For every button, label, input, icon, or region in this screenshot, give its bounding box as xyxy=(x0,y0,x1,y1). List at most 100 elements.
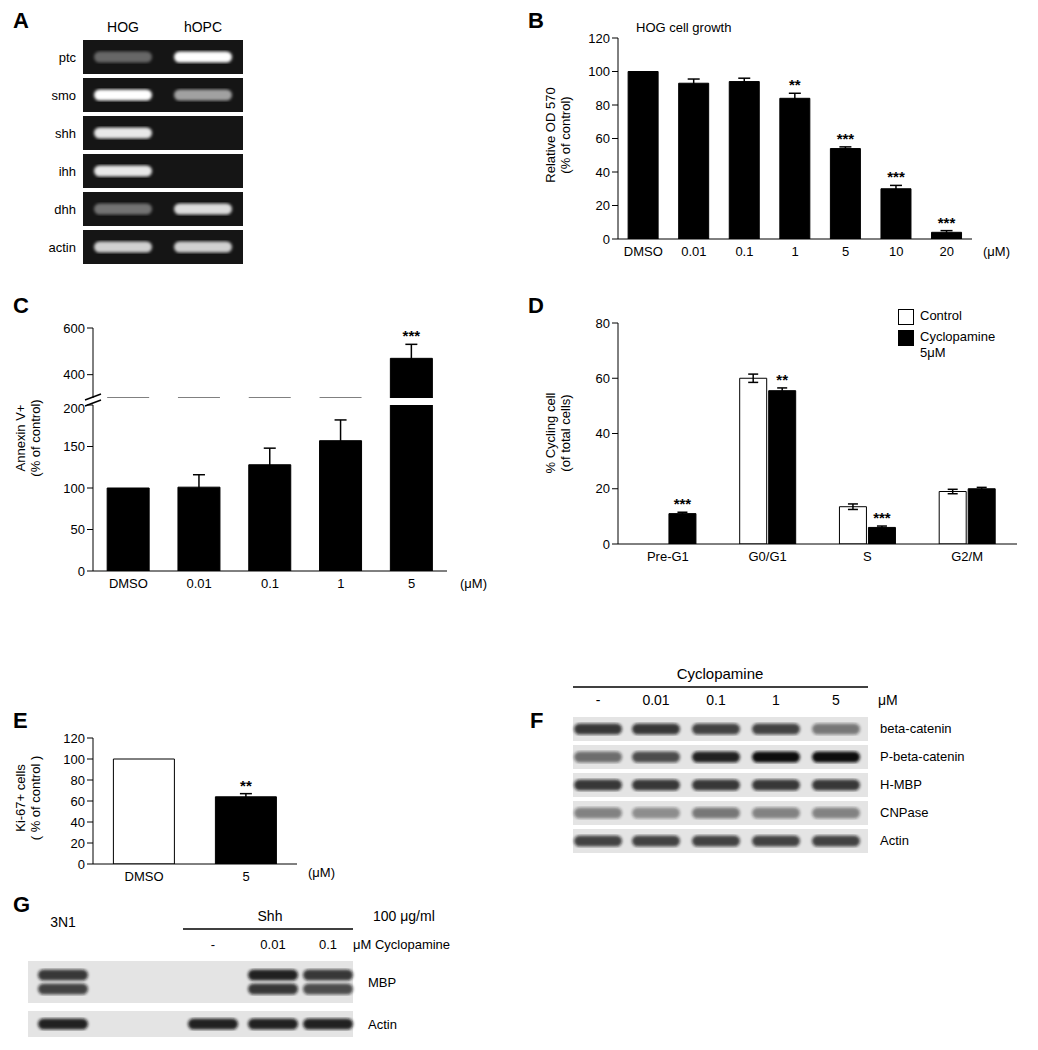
svg-text:10: 10 xyxy=(889,244,903,259)
svg-text:20: 20 xyxy=(596,481,610,496)
svg-text:100: 100 xyxy=(63,481,85,496)
html-text:Relative OD 570: Relative OD 570 xyxy=(543,87,558,183)
html-text:Annexin V+: Annexin V+ xyxy=(13,404,28,472)
svg-text:μM: μM xyxy=(878,692,898,708)
html-text:Control: Control xyxy=(920,308,962,323)
svg-text:20: 20 xyxy=(71,836,85,851)
svg-text:5: 5 xyxy=(408,576,415,591)
html-text:Cyclopamine 5μM: Cyclopamine 5μM xyxy=(920,329,996,360)
svg-text:1: 1 xyxy=(791,244,798,259)
svg-text:smo: smo xyxy=(51,88,76,103)
svg-text:**: ** xyxy=(789,76,801,93)
svg-text:P-beta-catenin: P-beta-catenin xyxy=(880,749,965,764)
svg-text:60: 60 xyxy=(596,131,610,146)
svg-text:0.01: 0.01 xyxy=(642,692,669,708)
svg-text:0: 0 xyxy=(78,857,85,872)
svg-text:3N1: 3N1 xyxy=(50,914,76,930)
svg-text:**: ** xyxy=(776,371,788,388)
svg-text:***: *** xyxy=(887,168,905,185)
svg-text:0: 0 xyxy=(78,564,85,579)
html-text:B: B xyxy=(528,8,544,33)
svg-text:50: 50 xyxy=(71,522,85,537)
svg-text:20: 20 xyxy=(596,198,610,213)
svg-text:5: 5 xyxy=(242,869,249,884)
svg-text:120: 120 xyxy=(588,31,610,46)
html-text:Ki-67+ cells: Ki-67+ cells xyxy=(13,764,28,832)
svg-text:0: 0 xyxy=(603,537,610,552)
svg-text:80: 80 xyxy=(596,98,610,113)
svg-text:0.1: 0.1 xyxy=(319,937,337,952)
svg-text:CNPase: CNPase xyxy=(880,805,928,820)
svg-text:actin: actin xyxy=(49,240,76,255)
svg-text:0: 0 xyxy=(603,232,610,247)
svg-text:40: 40 xyxy=(596,165,610,180)
svg-text:DMSO: DMSO xyxy=(125,869,164,884)
svg-text:80: 80 xyxy=(596,316,610,331)
svg-text:1: 1 xyxy=(337,576,344,591)
html-text:% Cycling cell: % Cycling cell xyxy=(543,392,558,474)
svg-text:**: ** xyxy=(240,777,252,794)
svg-text:-: - xyxy=(596,692,601,708)
html-text:A: A xyxy=(13,8,29,33)
svg-text:shh: shh xyxy=(55,126,76,141)
svg-text:0.1: 0.1 xyxy=(261,576,279,591)
svg-text:0.1: 0.1 xyxy=(706,692,726,708)
html-text:D: D xyxy=(528,293,544,318)
svg-text:Actin: Actin xyxy=(368,1017,397,1032)
svg-text:400: 400 xyxy=(63,367,85,382)
svg-text:dhh: dhh xyxy=(54,202,76,217)
html-text:E: E xyxy=(13,708,28,733)
html-text:(of total cells): (of total cells) xyxy=(558,394,573,472)
html-text:(% of control): (% of control) xyxy=(28,399,43,477)
svg-text:1: 1 xyxy=(772,692,780,708)
svg-text:Actin: Actin xyxy=(880,833,909,848)
svg-text:20: 20 xyxy=(939,244,953,259)
svg-text:120: 120 xyxy=(63,731,85,746)
svg-text:***: *** xyxy=(403,327,421,344)
html-text:(μM): (μM) xyxy=(983,244,1010,259)
svg-text:100: 100 xyxy=(63,752,85,767)
svg-text:H-MBP: H-MBP xyxy=(880,777,922,792)
svg-text:100 μg/ml: 100 μg/ml xyxy=(373,908,435,924)
html-text:HOG cell growth: HOG cell growth xyxy=(636,20,732,35)
svg-text:G0/G1: G0/G1 xyxy=(748,549,786,564)
svg-text:40: 40 xyxy=(596,426,610,441)
svg-text:G2/M: G2/M xyxy=(951,549,983,564)
svg-text:60: 60 xyxy=(596,371,610,386)
svg-text:Pre-G1: Pre-G1 xyxy=(647,549,689,564)
svg-text:150: 150 xyxy=(63,439,85,454)
svg-text:DMSO: DMSO xyxy=(624,244,663,259)
svg-text:***: *** xyxy=(873,509,891,526)
html-text:(μM): (μM) xyxy=(460,576,487,591)
svg-text:beta-catenin: beta-catenin xyxy=(880,721,952,736)
svg-text:200: 200 xyxy=(63,401,85,416)
svg-text:S: S xyxy=(863,549,872,564)
svg-text:MBP: MBP xyxy=(368,975,396,990)
svg-text:80: 80 xyxy=(71,773,85,788)
svg-text:μM Cyclopamine: μM Cyclopamine xyxy=(353,937,450,952)
svg-text:60: 60 xyxy=(71,794,85,809)
html-text:G: G xyxy=(13,892,31,917)
html-text:(% of control): (% of control) xyxy=(558,96,573,174)
svg-text:Cyclopamine: Cyclopamine xyxy=(677,665,764,682)
svg-text:DMSO: DMSO xyxy=(109,576,148,591)
svg-text:***: *** xyxy=(674,495,692,512)
svg-text:100: 100 xyxy=(588,64,610,79)
svg-text:ihh: ihh xyxy=(59,164,76,179)
svg-text:***: *** xyxy=(837,130,855,147)
svg-text:hOPC: hOPC xyxy=(184,19,222,35)
svg-text:5: 5 xyxy=(832,692,840,708)
html-text:C: C xyxy=(13,293,29,318)
svg-text:0.01: 0.01 xyxy=(260,937,285,952)
svg-text:600: 600 xyxy=(63,321,85,336)
svg-text:0.01: 0.01 xyxy=(187,576,212,591)
svg-text:0.1: 0.1 xyxy=(735,244,753,259)
svg-text:5: 5 xyxy=(842,244,849,259)
svg-text:HOG: HOG xyxy=(107,19,139,35)
svg-text:0.01: 0.01 xyxy=(681,244,706,259)
svg-text:ptc: ptc xyxy=(59,50,77,65)
svg-text:***: *** xyxy=(938,214,956,231)
svg-text:Shh: Shh xyxy=(258,908,283,924)
svg-text:-: - xyxy=(211,937,215,952)
svg-text:40: 40 xyxy=(71,815,85,830)
